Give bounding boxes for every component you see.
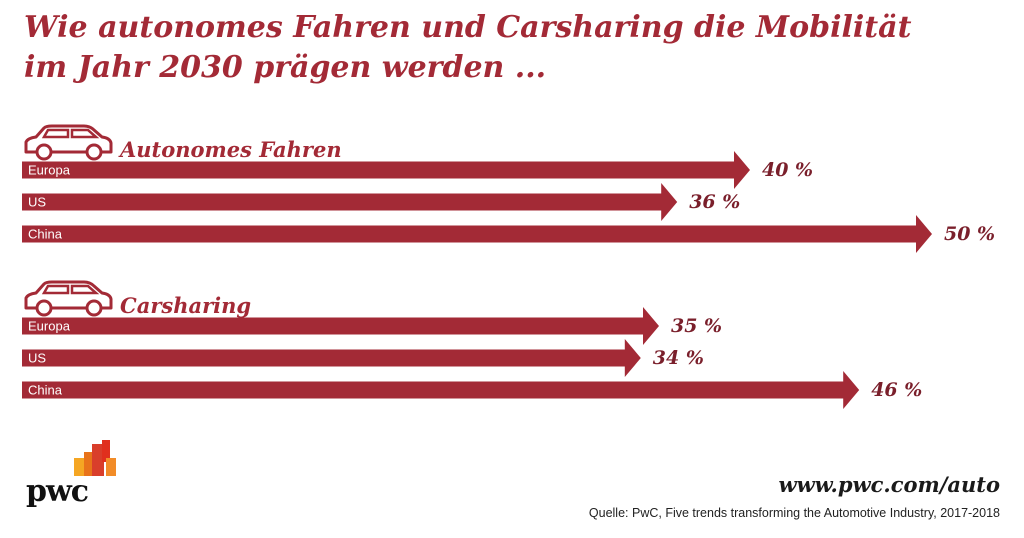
bar-value-label: 34 % <box>653 347 704 369</box>
car-icon <box>24 280 113 317</box>
bar-value-label: 50 % <box>944 223 995 245</box>
car-icon <box>24 124 113 161</box>
bar-value-label: 46 % <box>871 379 922 401</box>
bar-value-label: 40 % <box>762 159 813 181</box>
bar-value-label: 35 % <box>671 315 722 337</box>
bar-autonom-europa <box>22 151 750 189</box>
bar-category-label: Europa <box>28 163 71 178</box>
section-carsharing: Carsharing <box>22 278 251 318</box>
pwc-logo: pwc <box>26 440 136 520</box>
title-line-1: Wie autonomes Fahren und Carsharing die … <box>24 10 912 45</box>
bar-category-label: US <box>28 195 46 210</box>
source-note: Quelle: PwC, Five trends transforming th… <box>588 506 1000 520</box>
bar-autonom-us <box>22 183 678 221</box>
bar-category-label: China <box>28 227 63 242</box>
bar-category-label: US <box>28 351 46 366</box>
chart-title: Wie autonomes Fahren und Carsharing die … <box>24 8 1004 88</box>
footer-url[interactable]: www.pwc.com/auto <box>778 472 1000 497</box>
bar-category-label: China <box>28 383 63 398</box>
bar-carsharing-us <box>22 339 641 377</box>
bar-value-label: 36 % <box>689 191 740 213</box>
section-label: Autonomes Fahren <box>120 137 342 162</box>
bar-category-label: Europa <box>28 319 71 334</box>
bar-carsharing-europa <box>22 307 659 345</box>
section-autonomes-fahren: Autonomes Fahren <box>22 122 342 162</box>
section-label: Carsharing <box>120 293 252 318</box>
bar-autonom-china <box>22 215 932 253</box>
bar-carsharing-china <box>22 371 860 409</box>
title-line-2: im Jahr 2030 prägen werden ... <box>24 50 547 85</box>
logo-text: pwc <box>26 474 89 509</box>
